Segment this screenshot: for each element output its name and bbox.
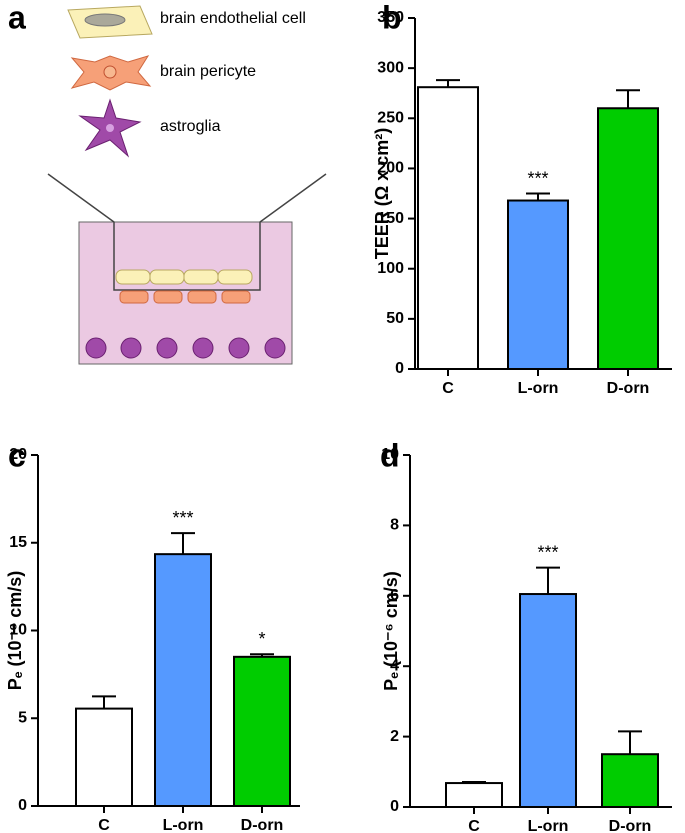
y-axis-title: Pₑ (10⁻⁶ cm/s) [5,571,25,691]
legend-label: brain pericyte [160,63,256,80]
x-tick-label: L-orn [518,380,559,397]
pericyte-icon [70,55,152,91]
panel-letter: d [380,437,400,473]
x-tick-label: L-orn [163,817,204,833]
x-tick-label: D-orn [609,818,652,833]
panel-letter: a [8,0,26,35]
significance-label: *** [527,168,548,188]
bar [417,86,479,370]
endothelial-icon [67,5,153,39]
bar [597,107,659,370]
y-tick-label: 200 [377,160,404,177]
y-tick-label: 50 [386,310,404,327]
x-tick-label: D-orn [241,817,284,833]
y-tick-label: 6 [390,587,399,604]
y-tick-label: 10 [381,446,399,463]
significance-label: * [258,629,265,649]
y-axis-title: TEER (Ω x cm²) [372,128,392,259]
y-tick-label: 0 [18,797,27,814]
panel-letter: b [382,0,402,35]
y-tick-label: 0 [390,798,399,815]
x-tick-label: C [468,818,480,833]
bar [519,593,577,808]
y-tick-label: 250 [377,110,404,127]
bar [507,199,569,370]
significance-label: *** [537,542,558,562]
bar [445,782,503,809]
y-tick-label: 350 [377,9,404,26]
bar [154,553,212,807]
y-tick-label: 4 [390,657,399,674]
y-tick-label: 8 [390,517,399,534]
y-axis-title: Pₑ (10⁻⁶ cm/s) [381,571,401,691]
x-tick-label: C [442,380,454,397]
y-tick-label: 10 [9,622,27,639]
y-tick-label: 20 [9,446,27,463]
bar [75,707,133,807]
bar [601,753,659,809]
bar [233,655,291,808]
y-tick-label: 2 [390,728,399,745]
x-tick-label: C [98,817,110,833]
y-tick-label: 100 [377,260,404,277]
y-tick-label: 5 [18,709,27,726]
legend-label: brain endothelial cell [160,10,306,27]
x-tick-label: L-orn [528,818,569,833]
y-tick-label: 300 [377,59,404,76]
transwell [47,173,327,365]
y-tick-label: 150 [377,210,404,227]
astroglia-icon [78,98,142,158]
y-tick-label: 0 [395,360,404,377]
panel-letter: c [8,437,26,473]
y-tick-label: 15 [9,534,27,551]
significance-label: *** [172,508,193,528]
legend-label: astroglia [160,118,221,135]
x-tick-label: D-orn [607,380,650,397]
